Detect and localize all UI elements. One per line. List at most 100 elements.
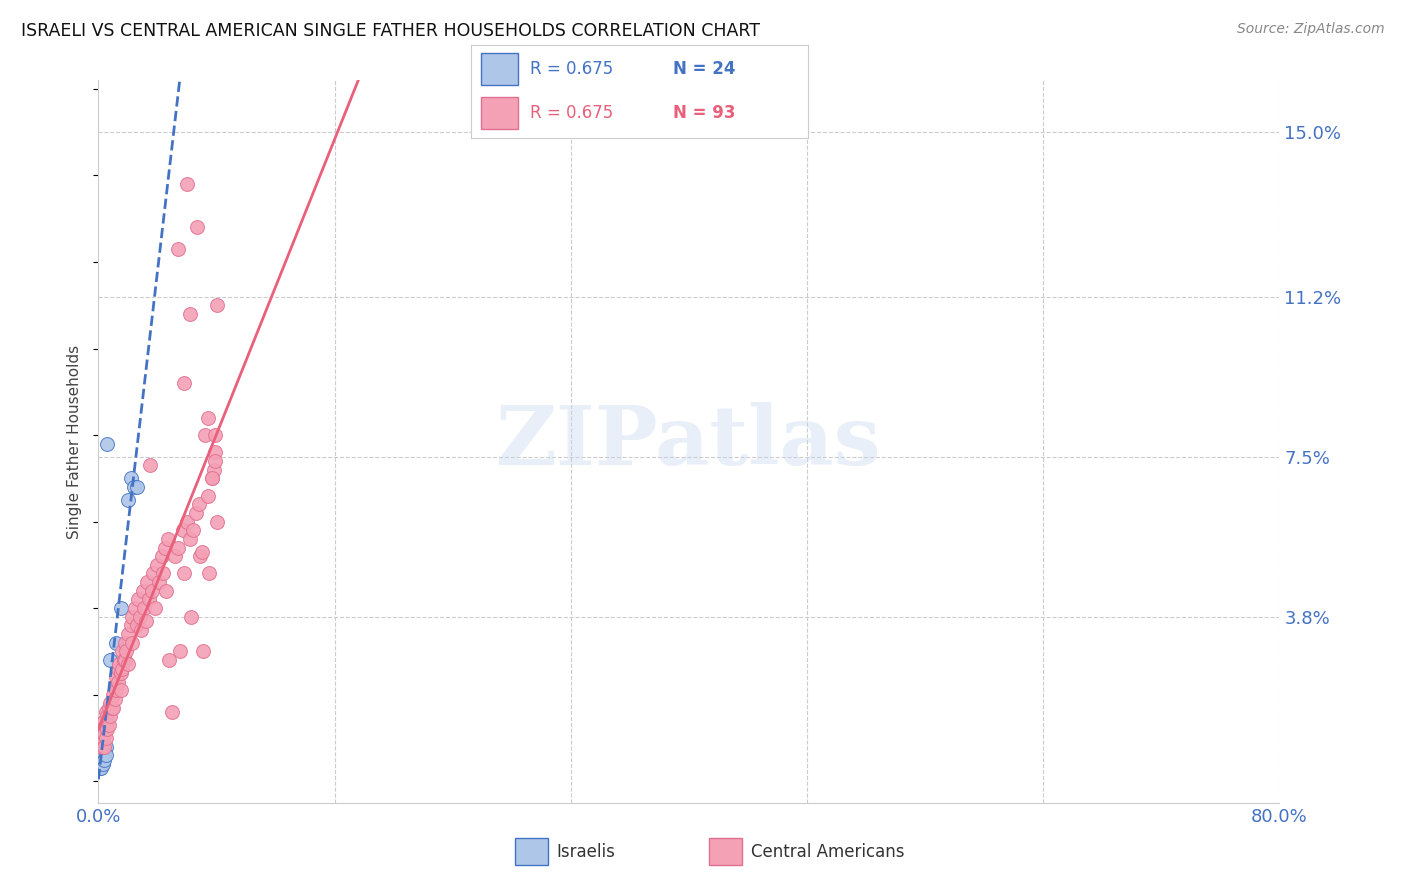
Point xyxy=(93,726,115,740)
Point xyxy=(204,428,226,442)
Bar xyxy=(515,838,548,865)
Point xyxy=(105,636,128,650)
Point xyxy=(169,644,191,658)
Point xyxy=(93,744,115,758)
Point xyxy=(179,532,201,546)
Point xyxy=(173,566,195,581)
Point xyxy=(148,575,170,590)
Point xyxy=(172,523,194,537)
Point xyxy=(117,627,139,641)
Point xyxy=(201,471,224,485)
Point xyxy=(105,670,128,684)
Point xyxy=(112,653,135,667)
Point xyxy=(93,748,115,763)
Point xyxy=(204,445,226,459)
Point xyxy=(121,636,143,650)
Point xyxy=(122,480,145,494)
Point xyxy=(97,700,120,714)
Point xyxy=(104,679,127,693)
Point xyxy=(90,739,112,754)
Point xyxy=(127,592,149,607)
Point xyxy=(103,700,125,714)
Point xyxy=(132,583,155,598)
Point xyxy=(176,177,198,191)
Point xyxy=(96,709,118,723)
Point xyxy=(111,644,134,658)
Point xyxy=(91,752,114,766)
Point xyxy=(114,636,136,650)
Point xyxy=(89,731,111,745)
Point xyxy=(90,731,112,745)
Bar xyxy=(481,53,519,85)
Point xyxy=(186,220,208,235)
Point xyxy=(120,471,142,485)
Point xyxy=(103,688,125,702)
Point xyxy=(143,601,166,615)
Point xyxy=(125,480,148,494)
Point xyxy=(180,609,202,624)
Text: N = 93: N = 93 xyxy=(673,104,735,122)
Point xyxy=(100,700,122,714)
Point xyxy=(93,739,115,754)
Point xyxy=(117,492,139,507)
Text: N = 24: N = 24 xyxy=(673,60,735,78)
Point xyxy=(176,515,198,529)
Text: ZIPatlas: ZIPatlas xyxy=(496,401,882,482)
Point xyxy=(142,566,165,581)
Text: R = 0.675: R = 0.675 xyxy=(530,60,613,78)
Point xyxy=(129,623,152,637)
Point xyxy=(115,644,138,658)
Point xyxy=(94,731,117,745)
Y-axis label: Single Father Households: Single Father Households xyxy=(67,344,83,539)
Point xyxy=(205,298,228,312)
Point xyxy=(110,683,132,698)
Bar xyxy=(709,838,742,865)
Point xyxy=(98,653,121,667)
Point xyxy=(157,653,180,667)
Point xyxy=(89,752,111,766)
Point xyxy=(90,761,112,775)
Point xyxy=(98,709,121,723)
Point xyxy=(173,376,195,391)
Point xyxy=(91,731,114,745)
Point xyxy=(125,618,148,632)
Point xyxy=(162,705,183,719)
Text: R = 0.675: R = 0.675 xyxy=(530,104,613,122)
Point xyxy=(121,609,143,624)
Point xyxy=(94,739,117,754)
Point xyxy=(91,723,114,737)
Point xyxy=(205,515,228,529)
Point xyxy=(156,532,179,546)
Point xyxy=(90,756,112,771)
Point xyxy=(179,307,201,321)
Point xyxy=(91,756,114,771)
Point xyxy=(110,601,132,615)
Point xyxy=(124,601,146,615)
Text: Israelis: Israelis xyxy=(557,843,616,861)
Point xyxy=(141,583,163,598)
Point xyxy=(98,696,121,710)
Point xyxy=(197,489,219,503)
Point xyxy=(89,756,111,771)
Point xyxy=(90,752,112,766)
Point xyxy=(134,601,156,615)
Point xyxy=(108,657,131,672)
Point xyxy=(191,545,214,559)
Point xyxy=(167,541,190,555)
Point xyxy=(111,662,134,676)
Point xyxy=(153,541,176,555)
Point xyxy=(107,662,129,676)
Point xyxy=(91,744,114,758)
Point xyxy=(184,506,207,520)
Point xyxy=(150,549,173,564)
Text: Central Americans: Central Americans xyxy=(751,843,904,861)
Text: Source: ZipAtlas.com: Source: ZipAtlas.com xyxy=(1237,22,1385,37)
Point xyxy=(194,428,217,442)
Point xyxy=(97,718,120,732)
Point xyxy=(94,748,117,763)
Point xyxy=(94,705,117,719)
Point xyxy=(117,657,139,672)
Point xyxy=(94,718,117,732)
Point xyxy=(91,748,114,763)
Point xyxy=(96,436,118,450)
